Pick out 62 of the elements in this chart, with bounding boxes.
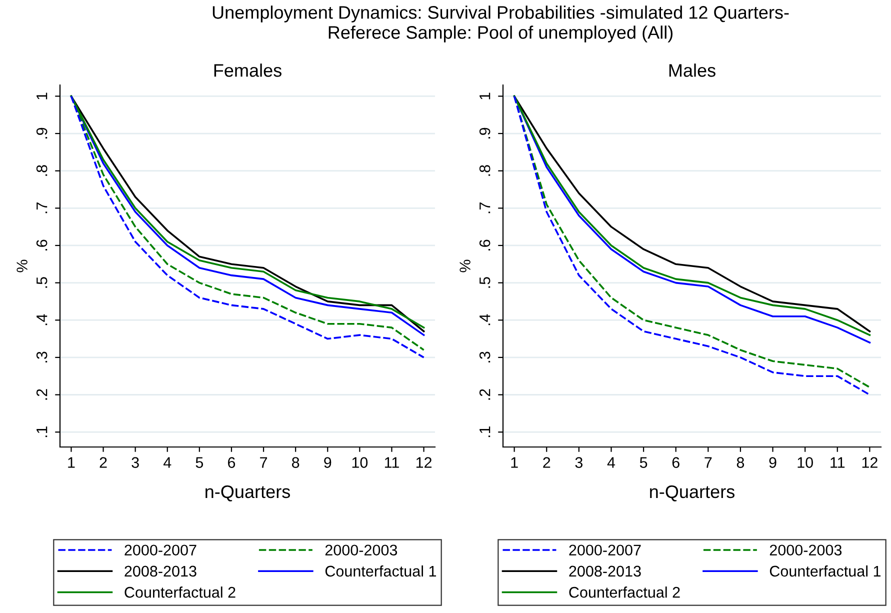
x-tick-label: 10: [352, 457, 368, 468]
legend-label: 2000-2003: [325, 544, 398, 556]
y-tick-label: .3: [36, 352, 48, 362]
chart-title: Females: [214, 64, 282, 77]
x-tick-label: 3: [575, 457, 582, 468]
x-tick-label: 5: [640, 457, 648, 468]
text: Unemployment Dynamics: Survival Probabilities -simulated 12 Quarters-: [212, 6, 789, 22]
x-tick-label: 4: [607, 457, 616, 468]
legend-label: Counterfactual 1: [325, 565, 436, 577]
x-tick-label: 12: [416, 457, 432, 468]
legend-label: 2000-2007: [569, 544, 641, 556]
x-tick-label: 12: [862, 457, 878, 468]
x-tick-label: 2: [543, 457, 550, 468]
x-tick-label: 9: [324, 457, 332, 468]
x-tick-label: 11: [384, 457, 399, 468]
y-tick-label: .5: [36, 277, 48, 288]
x-tick-label: 8: [736, 457, 744, 468]
y-tick-label: .2: [479, 389, 490, 400]
y-tick-label: .8: [36, 165, 48, 176]
y-tick-label: .6: [479, 240, 490, 250]
x-tick-label: 9: [769, 457, 776, 468]
legend-label: Counterfactual 2: [569, 586, 680, 598]
x-tick-label: 6: [672, 457, 680, 468]
y-tick-label: .6: [36, 240, 48, 250]
legend-label: 2008-2013: [124, 566, 196, 577]
x-tick-label: 6: [228, 457, 236, 468]
x-tick-label: 7: [260, 457, 268, 468]
chart-title: Males: [669, 64, 716, 77]
x-tick-label: 1: [511, 457, 518, 468]
y-tick-label: .4: [480, 314, 490, 326]
legend-label: 2000-2007: [124, 544, 196, 556]
legend-label: 2008-2013: [569, 566, 641, 577]
y-axis-title: %: [460, 260, 470, 272]
y-axis-title: %: [16, 260, 28, 272]
legend-label: Counterfactual 1: [770, 565, 881, 577]
x-tick-label: 3: [132, 457, 139, 468]
y-tick-label: .9: [36, 128, 48, 138]
y-tick-label: .4: [36, 314, 48, 326]
y-tick-label: 1: [36, 92, 48, 100]
y-tick-label: .9: [479, 128, 490, 138]
text: Referece Sample: Pool of unemployed (All): [328, 26, 673, 42]
legend-label: Counterfactual 2: [124, 586, 236, 598]
x-tick-label: 2: [100, 457, 107, 468]
y-tick-label: .1: [480, 426, 490, 438]
x-tick-label: 8: [292, 457, 300, 468]
x-tick-label: 1: [68, 457, 75, 468]
legend-label: 2000-2003: [770, 544, 842, 556]
x-tick-label: 10: [798, 457, 813, 468]
x-axis-title: n-Quarters: [650, 485, 734, 502]
y-tick-label: .1: [36, 426, 48, 438]
y-tick-label: .7: [36, 202, 48, 214]
x-tick-label: 5: [196, 457, 204, 468]
y-tick-label: .8: [479, 165, 490, 176]
x-tick-label: 11: [830, 457, 845, 468]
x-tick-label: 7: [704, 457, 712, 468]
y-tick-label: 1: [480, 92, 490, 100]
y-tick-label: .2: [36, 389, 48, 400]
y-tick-label: .5: [480, 277, 490, 288]
x-tick-label: 4: [163, 457, 172, 468]
y-tick-label: .3: [479, 352, 490, 362]
x-axis-title: n-Quarters: [206, 485, 290, 502]
y-tick-label: .7: [480, 202, 490, 214]
